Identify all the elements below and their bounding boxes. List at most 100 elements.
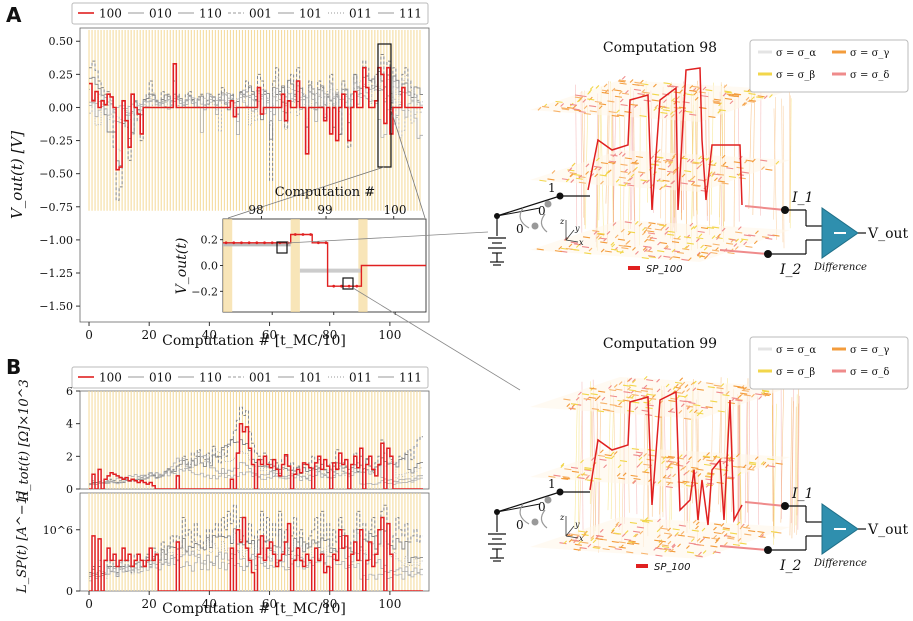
lattice-wire: [727, 252, 735, 255]
sigma-label: σ = σ_γ: [850, 345, 889, 356]
lattice-wire: [676, 95, 680, 100]
lattice-wire: [623, 391, 631, 394]
lattice-wire: [743, 90, 751, 93]
lattice-wire: [739, 542, 747, 545]
lattice-wire: [641, 409, 649, 412]
lattice-wire: [720, 523, 725, 527]
lattice-wire: [621, 153, 626, 157]
lattice-wire: [648, 398, 653, 403]
lattice-wire: [578, 540, 583, 545]
legend-label-100: 100: [99, 371, 122, 385]
y-tick-label: 4: [66, 418, 73, 431]
sigma-label: σ = σ_α: [776, 345, 816, 356]
lattice-wire: [578, 181, 586, 184]
lattice-wire: [697, 380, 702, 385]
lattice-wire: [593, 231, 598, 235]
lattice-wire: [671, 248, 676, 253]
lattice-wire: [671, 543, 676, 548]
lattice-wire: [683, 454, 687, 459]
sigma-label: σ = σ_δ: [850, 367, 889, 378]
lattice-wire: [583, 112, 591, 115]
inset-top-tick-label: 99: [317, 203, 332, 217]
lattice-wire: [714, 177, 718, 182]
lattice-wire: [553, 474, 561, 477]
lattice-wire: [653, 107, 658, 111]
lattice-wire: [705, 89, 713, 92]
lattice-wire: [578, 110, 586, 113]
lattice-wire: [667, 410, 676, 413]
lattice-wire: [576, 98, 581, 103]
lattice-wire: [662, 474, 667, 479]
lattice-wire: [731, 397, 739, 400]
lattice-wire: [691, 181, 695, 186]
lattice-wire: [613, 384, 618, 388]
lattice-wire: [727, 476, 735, 479]
lattice-wire: [689, 89, 697, 92]
lattice-wire: [595, 537, 604, 541]
lattice-wire: [617, 238, 625, 241]
zoom-line-right: [390, 109, 426, 219]
lattice-wire: [716, 236, 720, 240]
lattice-wire: [634, 81, 642, 84]
lattice-wire: [629, 176, 633, 181]
lattice-wire: [663, 532, 672, 535]
lattice-wire: [702, 86, 707, 91]
lattice-wire: [697, 473, 702, 477]
lattice-layer: [530, 220, 790, 262]
lattice-wire: [621, 247, 629, 250]
lattice-pillar: [796, 403, 800, 535]
sigma-label: σ = σ_α: [776, 48, 816, 59]
lattice-wire: [584, 530, 588, 535]
lattice-wire: [642, 91, 650, 94]
y-tick-label: 10^6: [43, 524, 73, 537]
vout-ylabel: V_out(t) [V]: [8, 131, 26, 219]
lattice-wire: [663, 183, 667, 188]
lattice-wire: [713, 101, 721, 104]
lattice-wire: [711, 537, 719, 540]
lattice-wire: [678, 454, 683, 459]
sigma-legend-99-frame: [749, 336, 909, 390]
lattice-wire: [597, 233, 605, 236]
lattice-wire: [641, 256, 649, 260]
lattice-wire: [630, 173, 635, 178]
lattice-wire: [641, 89, 646, 93]
lattice-wire: [619, 82, 627, 85]
lattice-wire: [604, 172, 609, 177]
lattice-wire: [578, 530, 586, 533]
lattice-wire: [667, 230, 675, 233]
lattice-wire: [706, 452, 710, 456]
lattice-wire: [642, 471, 650, 474]
lattice-wire: [590, 537, 595, 542]
lattice-wire: [613, 451, 618, 455]
inset-sample-point: [301, 233, 305, 236]
lattice-wire: [708, 115, 716, 119]
lattice-wire: [737, 386, 745, 389]
lattice-wire: [713, 98, 721, 101]
lattice-wire: [632, 379, 636, 384]
inset-series-100-line: [223, 233, 426, 287]
lattice-wire: [583, 398, 591, 401]
lattice-wire: [665, 486, 673, 489]
lattice-wire: [574, 94, 583, 97]
lattice-wire: [537, 106, 542, 111]
lattice-wire: [562, 107, 570, 110]
lattice-pillar: [789, 95, 791, 217]
lattice-wire: [632, 83, 640, 86]
y-tick-label: −0.25: [39, 135, 73, 148]
lattice-wire: [667, 233, 675, 236]
lattice-wire: [644, 238, 648, 243]
switch-contact-0: [544, 200, 552, 208]
lattice-wire: [604, 250, 612, 253]
lattice-wire: [648, 256, 656, 259]
lattice-wire: [636, 526, 644, 529]
lattice-wire: [743, 102, 748, 106]
lattice-wire: [664, 159, 669, 164]
lattice-wire: [595, 234, 600, 239]
lattice-wire: [718, 109, 726, 112]
legend-label-111: 111: [399, 7, 422, 21]
lattice-wire: [629, 521, 638, 524]
series-grey-line: [89, 445, 423, 486]
lattice-wire: [655, 547, 663, 550]
lattice-wire: [681, 155, 685, 160]
sigma-legend-98: σ = σ_α σ = σ_γ σ = σ_β σ = σ_δ: [749, 39, 909, 93]
